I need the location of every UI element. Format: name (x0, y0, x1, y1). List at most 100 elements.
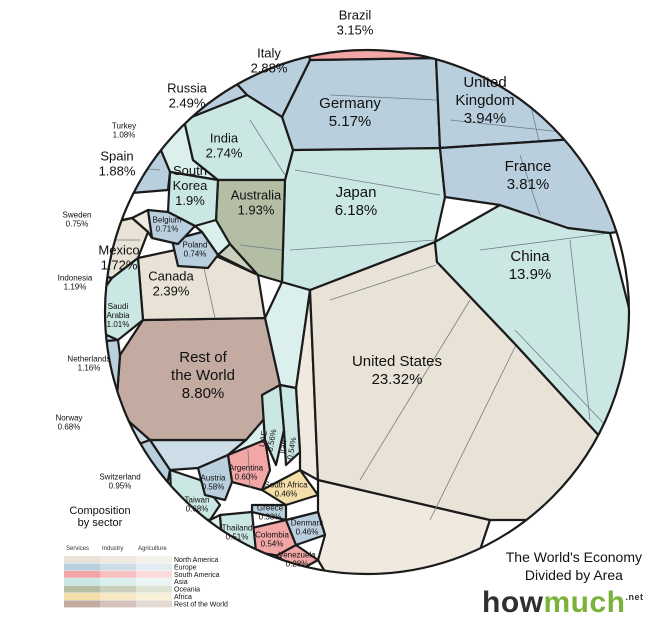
sector-divider-italy-0 (228, 40, 300, 45)
region-poland (170, 230, 220, 270)
legend-column-industry: Industry (102, 546, 123, 552)
region-denmark (284, 510, 327, 547)
label-rest-of-the-world: Rest of the World 8.80% (171, 349, 235, 402)
label-indonesia: Indonesia 1.19% (58, 274, 93, 292)
label-sweden: Sweden 0.75% (63, 211, 92, 229)
label-germany: Germany 5.17% (319, 95, 381, 130)
label-japan: Japan 6.18% (335, 184, 378, 219)
sector-divider-united-states-0 (329, 264, 437, 301)
legend-swatch-north-america-2 (136, 556, 172, 563)
legend-label-north-america: North America (174, 557, 218, 564)
legend-swatch-africa-0 (64, 593, 100, 600)
label-norway: Norway 0.68% (55, 414, 82, 432)
label-denmark: Denmark 0.46% (291, 519, 324, 537)
label-switzerland: Switzerland 0.95% (99, 473, 140, 491)
label-taiwan: Taiwan 0.68% (185, 496, 210, 514)
sector-divider-brazil-0 (419, 50, 437, 56)
legend-swatch-south-america-2 (136, 570, 172, 578)
label-brazil: Brazil 3.15% (337, 8, 374, 38)
legend-swatch-south-america-1 (100, 570, 136, 578)
sector-divider-india-0 (249, 119, 286, 176)
label-turkey: Turkey 1.08% (112, 122, 136, 140)
label-united-kingdom: United Kingdom 3.94% (455, 74, 514, 127)
region-south-africa (260, 468, 320, 507)
label-uae: UAE0.56% (257, 427, 279, 452)
legend-swatch-europe-2 (136, 563, 172, 571)
legend-column-services: Services (66, 546, 89, 552)
label-italy: Italy 2.88% (251, 46, 288, 76)
label-colombia: Colombia 0.54% (255, 531, 289, 549)
label-china: China 13.9% (509, 248, 552, 283)
filler-cell-8 (158, 513, 224, 562)
label-india: India 2.74% (206, 131, 243, 161)
legend-swatch-rest-of-the-world-1 (100, 600, 136, 608)
legend-swatch-asia-0 (64, 578, 100, 586)
filler-cell-1 (40, 110, 100, 200)
region-south-korea (166, 170, 220, 228)
caption-line-1: The World's Economy (505, 549, 642, 565)
sector-divider-japan-1 (289, 239, 436, 251)
legend-swatch-rest-of-the-world-2 (136, 600, 172, 608)
label-south-korea: South Korea 1.9% (173, 163, 208, 208)
region-austria (196, 453, 234, 502)
legend-swatch-oceania-0 (64, 585, 100, 593)
legend-swatch-europe-1 (100, 563, 136, 571)
legend-swatch-rest-of-the-world-0 (64, 600, 100, 608)
legend-swatch-europe-0 (64, 563, 100, 571)
legend-label-rest-of-the-world: Rest of the World (174, 601, 228, 608)
legend-swatch-north-america-1 (100, 556, 136, 563)
legend-label-asia: Asia (174, 579, 188, 586)
region-iran (278, 383, 302, 467)
caption-line-2: Divided by Area (524, 567, 623, 583)
sector-divider-china-0 (479, 232, 611, 251)
label-austria: Austria 0.58% (201, 474, 226, 492)
label-thailand: Thailand 0.51% (222, 524, 253, 542)
sector-divider-china-2 (569, 239, 591, 421)
sector-divider-united-states-2 (429, 344, 517, 521)
legend-column-agriculture: Agriculture (138, 546, 167, 552)
region-uae (260, 383, 286, 467)
region-saudi-arabia (105, 256, 145, 342)
region-india (182, 93, 295, 182)
legend-swatch-asia-2 (136, 578, 172, 586)
sector-divider-japan-0 (294, 169, 441, 196)
sector-divider-argentina-0 (247, 449, 251, 489)
legend-label-europe: Europe (174, 564, 197, 571)
legend-swatch-africa-2 (136, 593, 172, 600)
sector-divider-australia-0 (239, 244, 283, 251)
legend-title-line-1: by sector (78, 517, 123, 529)
label-greece: Greece 0.33% (257, 504, 284, 522)
sector-divider-france-0 (519, 154, 541, 216)
region-greece (250, 503, 288, 522)
legend-swatch-asia-1 (100, 578, 136, 586)
legend-swatch-south-america-0 (64, 570, 100, 578)
label-iran: Iran0.54% (277, 435, 299, 460)
legend-label-africa: Africa (174, 594, 192, 601)
label-argentina: Argentina 0.60% (229, 464, 264, 482)
label-canada: Canada 2.39% (148, 269, 194, 299)
sector-divider-united-states-1 (359, 299, 471, 481)
legend-swatch-oceania-2 (136, 585, 172, 593)
label-south-africa: South Africa 0.46% (264, 481, 308, 499)
howmuch-logo: howmuch.net (482, 586, 644, 619)
label-mexico: Mexico 1.72% (98, 243, 139, 273)
label-belgium: Belgium 0.71% (153, 216, 182, 234)
label-netherlands: Netherlands 1.16% (67, 355, 110, 373)
label-russia: Russia 2.49% (167, 81, 208, 111)
legend-label-south-america: South America (174, 572, 220, 579)
legend-swatch-oceania-1 (100, 585, 136, 593)
label-venezuela: Venezuela 0.28% (278, 551, 316, 569)
region-belgium (146, 208, 197, 246)
legend-swatch-africa-1 (100, 593, 136, 600)
chart-caption: The World's Economy Divided by Area (506, 548, 642, 584)
label-spain: Spain 1.88% (99, 149, 136, 179)
filler-cell-2 (40, 230, 82, 272)
legend-swatch-north-america-0 (64, 556, 100, 563)
label-australia: Australia 1.93% (231, 188, 282, 218)
legend-label-oceania: Oceania (174, 587, 200, 594)
legend-title-line-0: Composition (69, 505, 130, 517)
filler-cell-15 (440, 0, 600, 45)
sector-divider-china-1 (514, 329, 611, 431)
